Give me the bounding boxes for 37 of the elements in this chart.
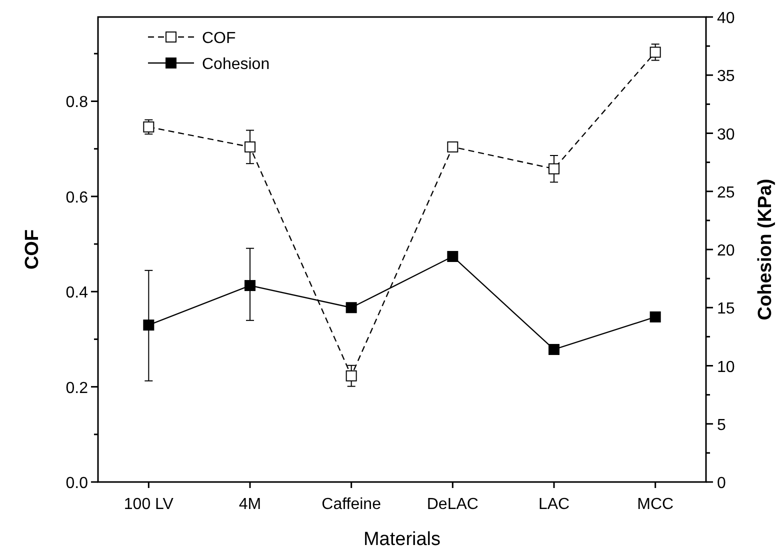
y2-tick-label: 10 [717,358,735,376]
y-axis-title: COF [22,229,43,270]
point [244,141,256,152]
point [650,311,661,322]
x-tick-label: DeLAC [426,496,478,513]
point [346,370,357,382]
legend-label: COF [202,30,236,47]
point [244,280,256,292]
y2-tick-label: 15 [717,300,735,318]
y-tick-label: 0.2 [66,380,88,397]
y-tick-label: 0.4 [66,284,88,302]
y2-axis-title: Cohesion (KPa) [755,178,776,320]
x-tick-label: LAC [538,496,570,513]
point [346,302,357,314]
y-tick-label: 0.8 [66,94,88,112]
x-tick-label: MCC [637,496,674,513]
y2-tick-label: 0 [717,475,726,492]
point [650,46,661,58]
y2-tick-label: 5 [717,416,726,434]
x-tick-label: 4M [238,496,262,513]
point [143,121,154,132]
x-tick-label: 100 LV [124,496,174,513]
y2-tick-label: 25 [717,184,735,202]
y2-tick-label: 35 [717,68,735,86]
x-tick-label: Caffeine [322,496,382,513]
point [447,250,458,262]
point [447,141,458,152]
point [548,344,560,355]
point [548,163,560,174]
y2-tick-label: 30 [717,126,735,144]
legend-label: Cohesion [202,56,270,73]
point [143,320,154,331]
y2-tick-label: 40 [717,10,735,27]
x-axis-title: Materials [363,529,441,550]
y-tick-label: 0.6 [66,189,88,206]
y2-tick-label: 20 [717,242,735,260]
y-tick-label: 0.0 [66,475,88,492]
